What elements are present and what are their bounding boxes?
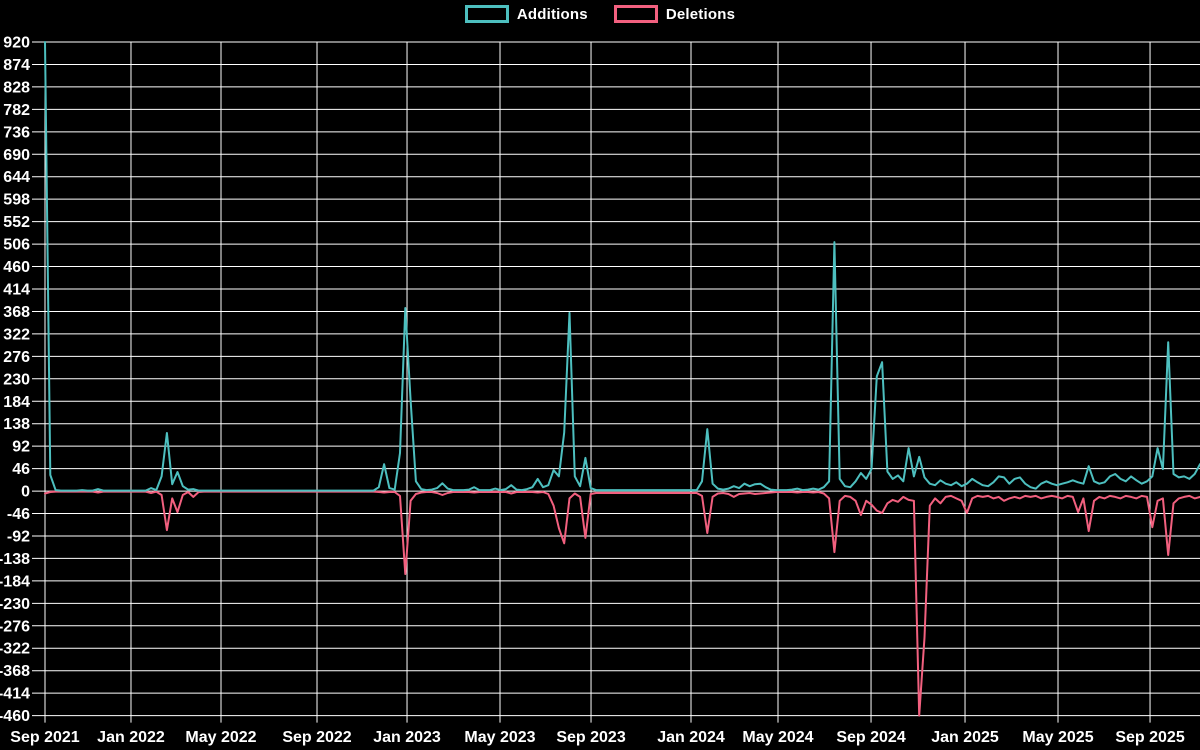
x-tick-label: May 2025	[1022, 729, 1093, 746]
x-tick-label: Sep 2022	[282, 729, 351, 746]
y-tick-label: 322	[3, 326, 30, 343]
x-tick-label: Sep 2025	[1115, 729, 1184, 746]
y-tick-label: -46	[7, 506, 30, 523]
y-tick-label: 46	[12, 461, 30, 478]
y-tick-label: 644	[3, 169, 30, 186]
legend-item-additions[interactable]: Additions	[464, 5, 588, 23]
y-tick-label: 230	[3, 371, 30, 388]
x-tick-label: Jan 2024	[657, 729, 725, 746]
y-gridlines	[32, 41, 1200, 717]
y-tick-label: 552	[3, 214, 30, 231]
x-tick-label: Jan 2022	[97, 729, 165, 746]
x-tick-label: May 2022	[185, 729, 256, 746]
x-tick-label: Sep 2023	[556, 729, 625, 746]
y-tick-label: -138	[0, 551, 30, 568]
y-tick-label: 690	[3, 147, 30, 164]
y-tick-label: -322	[0, 641, 30, 658]
y-tick-label: -92	[7, 528, 30, 545]
y-tick-label: 828	[3, 79, 30, 96]
x-tick-label: Jan 2025	[931, 729, 999, 746]
y-tick-label: 0	[21, 484, 30, 501]
y-tick-label: 920	[3, 35, 30, 52]
x-tick-label: Sep 2024	[836, 729, 905, 746]
legend-item-deletions[interactable]: Deletions	[613, 5, 736, 23]
x-axis-tick-labels: Sep 2021 Jan 2022 May 2022 Sep 2022 Jan 2023…	[10, 729, 1185, 746]
y-axis-tick-labels: 9208748287827366906445985525064604143683…	[0, 35, 30, 726]
y-tick-label: 506	[3, 237, 30, 254]
legend-label-deletions: Deletions	[665, 5, 736, 23]
chart-legend: Additions Deletions	[0, 5, 1200, 23]
legend-label-additions: Additions	[516, 5, 588, 23]
y-tick-label: -184	[0, 573, 30, 590]
y-tick-label: 276	[3, 349, 30, 366]
y-tick-label: 138	[3, 416, 30, 433]
y-tick-label: 92	[12, 439, 30, 456]
x-tick-label: Jan 2023	[373, 729, 441, 746]
y-tick-label: 782	[3, 102, 30, 119]
additions-swatch-icon	[464, 5, 509, 23]
y-tick-label: 460	[3, 259, 30, 276]
additions-line-series	[44, 41, 1200, 492]
y-tick-label: 874	[3, 57, 30, 74]
additions-polyline	[44, 41, 1200, 492]
y-tick-label: -276	[0, 618, 30, 635]
y-tick-label: -230	[0, 596, 30, 613]
y-tick-label: 598	[3, 192, 30, 209]
x-tick-label: May 2024	[742, 729, 813, 746]
y-tick-label: 184	[3, 394, 30, 411]
y-tick-label: -414	[0, 686, 30, 703]
y-tick-label: -368	[0, 663, 30, 680]
deletions-swatch-icon	[613, 5, 658, 23]
y-tick-label: -460	[0, 708, 30, 725]
y-tick-label: 414	[3, 281, 30, 298]
x-tick-label: May 2023	[464, 729, 535, 746]
y-tick-label: 736	[3, 124, 30, 141]
y-tick-label: 368	[3, 304, 30, 321]
x-tick-label: Sep 2021	[10, 729, 79, 746]
x-gridlines	[44, 42, 1151, 723]
